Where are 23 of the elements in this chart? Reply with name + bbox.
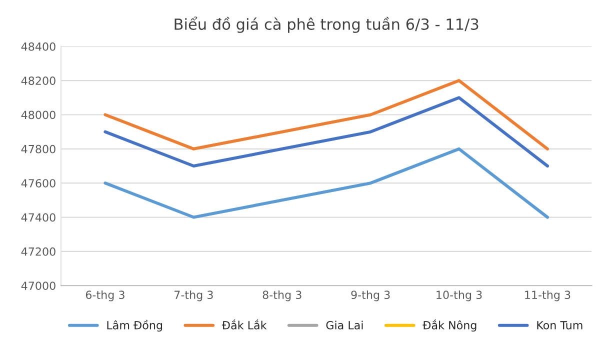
x-tick-label: 7-thg 3 <box>174 290 213 302</box>
y-tick-label: 48000 <box>21 110 56 120</box>
line-series <box>104 96 550 168</box>
legend-label: Lâm Đồng <box>107 320 162 332</box>
legend-label: Gia Lai <box>326 320 363 330</box>
y-tick-label: 47400 <box>21 213 56 222</box>
legend-label: Đắk Lắk <box>222 320 267 330</box>
y-tick-label: 48200 <box>21 76 56 85</box>
legend-label: Đắk Nông <box>422 320 476 332</box>
legend-label: Kon Tum <box>537 321 582 330</box>
x-tick-label: 11-thg 3 <box>525 290 570 302</box>
chart-title: Biểu đồ giá cà phê trong tuần 6/3 - 11/3 <box>174 16 478 33</box>
y-tick-label: 48400 <box>21 42 56 51</box>
x-tick-label: 10-thg 3 <box>436 290 482 302</box>
y-tick-label: 47000 <box>21 282 56 290</box>
x-tick-label: 9-thg 3 <box>351 290 390 302</box>
y-tick-label: 47800 <box>21 144 56 154</box>
y-tick-label: 47600 <box>21 179 56 188</box>
y-tick-label: 47200 <box>21 247 56 256</box>
line-series <box>104 147 550 219</box>
x-tick-label: 8-thg 3 <box>262 290 302 302</box>
line-series <box>104 79 550 150</box>
x-tick-label: 6-thg 3 <box>86 290 124 302</box>
